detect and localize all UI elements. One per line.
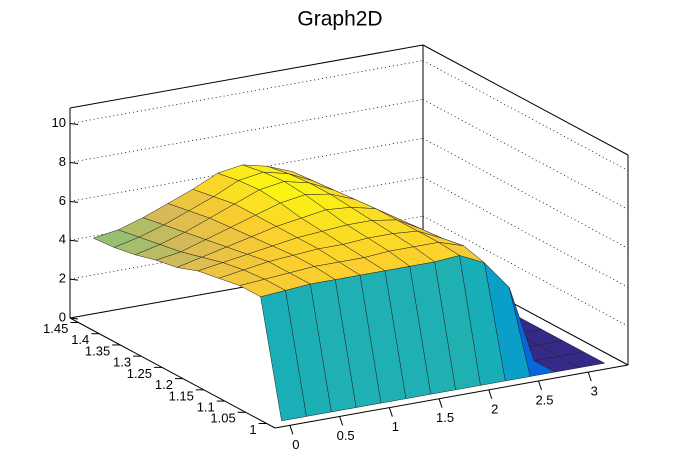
y-tick-label: 1.4 [71, 332, 89, 347]
z-tick [69, 123, 79, 126]
z-tick [69, 239, 79, 242]
z-tick [69, 200, 79, 203]
x-tick [388, 407, 393, 417]
z-tick-label: 2 [59, 271, 66, 286]
x-axis [274, 364, 629, 429]
grid-line [422, 137, 629, 249]
z-tick-label: 10 [52, 115, 66, 130]
y-axis [69, 317, 276, 429]
grid-line [422, 254, 629, 366]
y-tick-label: 1.3 [113, 355, 131, 370]
y-tick-label: 1.25 [127, 366, 152, 381]
y-tick-label: 1.2 [155, 377, 173, 392]
z-tick [69, 317, 79, 320]
x-tick [289, 425, 294, 435]
box-edge [69, 44, 424, 109]
x-tick-label: 0.5 [337, 428, 355, 443]
x-tick-label: 2 [491, 401, 498, 416]
x-tick-label: 2.5 [535, 392, 553, 407]
x-tick [339, 416, 344, 426]
x-tick-label: 1.5 [436, 410, 454, 425]
y-tick-label: 1.45 [43, 321, 68, 336]
y-tick-label: 1 [249, 422, 256, 437]
grid-line [422, 215, 629, 327]
y-tick-label: 1.05 [210, 411, 235, 426]
y-tick-label: 1.15 [169, 388, 194, 403]
grid-line [422, 60, 629, 171]
y-tick-label: 1.35 [85, 343, 110, 358]
x-tick-label: 1 [392, 419, 399, 434]
grid-line [422, 99, 629, 210]
x-tick [538, 380, 542, 391]
x-tick [488, 389, 493, 400]
grid-line [69, 60, 424, 124]
z-tick [69, 278, 79, 281]
x-tick [587, 371, 592, 382]
surface-cell [260, 290, 307, 422]
x-tick [438, 398, 443, 408]
z-tick-label: 0 [59, 309, 66, 324]
grid-line [422, 176, 629, 288]
z-tick [69, 161, 79, 164]
x-tick-label: 0 [292, 437, 299, 452]
box-edge [422, 44, 629, 156]
z-tick-label: 6 [59, 193, 66, 208]
x-tick-label: 3 [591, 384, 598, 399]
z-tick-label: 8 [59, 154, 66, 169]
chart-title: Graph2D [297, 8, 382, 31]
z-tick-label: 4 [59, 232, 66, 247]
grid-line [69, 99, 424, 163]
y-tick-label: 1.1 [197, 399, 215, 414]
